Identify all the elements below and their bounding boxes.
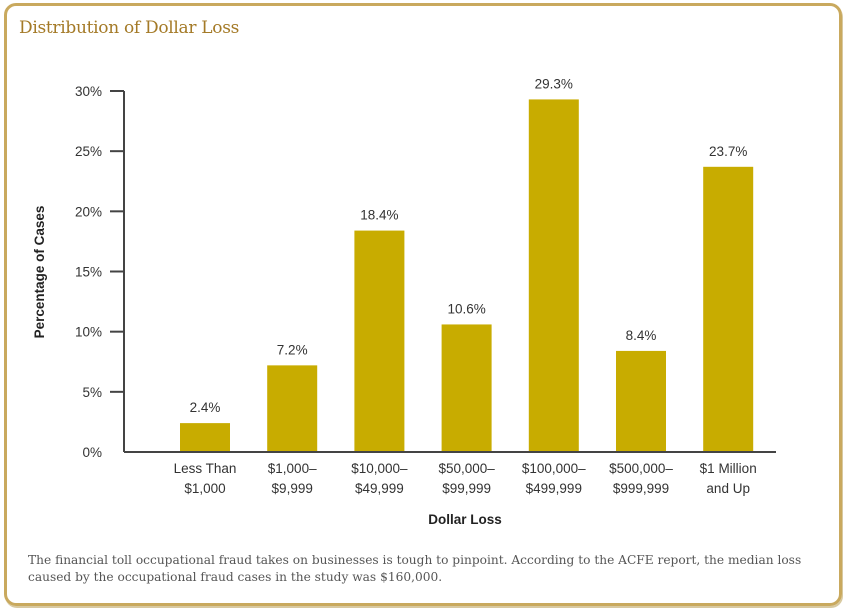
bar (528, 99, 579, 452)
y-tick-label: 0% (82, 445, 102, 460)
x-tick-label-line: $500,000– (609, 461, 673, 476)
x-tick-label-line: $50,000– (438, 461, 495, 476)
data-label: 18.4% (360, 208, 398, 223)
x-axis-title: Dollar Loss (428, 512, 502, 527)
bar (180, 423, 230, 452)
bar (441, 324, 492, 452)
x-tick-label-line: $499,999 (526, 481, 582, 496)
data-label: 7.2% (277, 342, 308, 357)
y-tick-label: 30% (75, 84, 102, 99)
y-tick-label: 5% (82, 385, 102, 400)
x-tick-label: $10,000– $49,999 (351, 461, 408, 496)
chart-caption: The financial toll occupational fraud ta… (28, 553, 802, 584)
x-axis: Less Than $1,000 $1,000– $9,999 $10,000– $49,… (124, 451, 776, 496)
bar (267, 365, 318, 452)
data-label: 8.4% (626, 328, 657, 343)
x-tick-label: $500,000– $999,999 (609, 461, 673, 496)
x-tick-label-line: $49,999 (355, 481, 404, 496)
x-tick-label-line: $99,999 (442, 481, 491, 496)
data-label: 23.7% (709, 144, 747, 159)
y-tick-label: 20% (75, 204, 102, 219)
x-tick-label: $1 Million and Up (700, 461, 757, 496)
bar (703, 166, 754, 452)
y-tick-label: 15% (75, 265, 102, 280)
x-tick-label: $1,000– $9,999 (268, 461, 317, 496)
bar (616, 350, 666, 452)
x-tick-label-line: $9,999 (272, 481, 313, 496)
data-label: 10.6% (447, 301, 485, 316)
y-tick-label: 25% (75, 144, 102, 159)
x-tick-label-line: Less Than (174, 461, 237, 476)
bars: 2.4% 7.2% 18.4% 10.6% 29.3% 8.4% 23.7% (180, 76, 754, 452)
x-tick-label: $50,000– $99,999 (438, 461, 495, 496)
x-tick-label-line: $1 Million (700, 461, 757, 476)
y-tick-label: 10% (75, 325, 102, 340)
x-tick-label: $100,000– $499,999 (522, 461, 586, 496)
chart-frame (4, 3, 842, 606)
x-tick-label-line: $999,999 (613, 481, 669, 496)
bar (354, 230, 405, 452)
y-axis-title: Percentage of Cases (32, 206, 47, 339)
y-axis: 0% 5% 10% 15% 20% 25% 30% (75, 84, 125, 460)
x-tick-label-line: $100,000– (522, 461, 586, 476)
x-tick-label-line: $10,000– (351, 461, 408, 476)
data-label: 29.3% (535, 76, 573, 91)
chart-title: Distribution of Dollar Loss (19, 18, 240, 38)
x-tick-label-line: $1,000 (184, 481, 225, 496)
data-label: 2.4% (190, 400, 221, 415)
x-tick-label-line: $1,000– (268, 461, 317, 476)
x-tick-label-line: and Up (706, 481, 750, 496)
x-tick-label: Less Than $1,000 (174, 461, 237, 496)
